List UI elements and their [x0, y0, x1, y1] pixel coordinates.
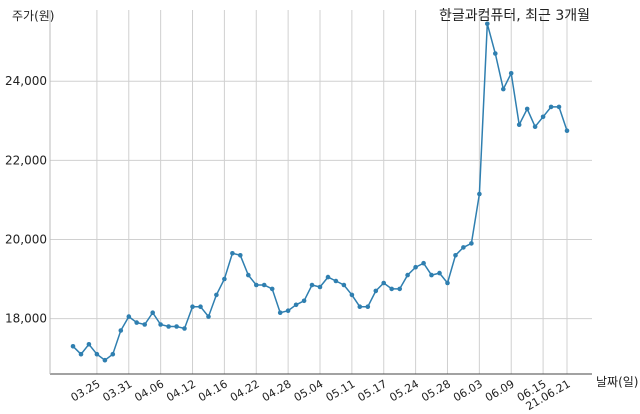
- data-point: [126, 314, 132, 319]
- data-point: [333, 278, 339, 284]
- data-point: [238, 253, 243, 258]
- x-tick-label: 05.28: [419, 377, 453, 404]
- data-point: [214, 292, 219, 298]
- x-tick-label: 06.03: [451, 377, 485, 404]
- data-point: [389, 286, 395, 292]
- data-point: [94, 351, 100, 357]
- data-point: [357, 304, 363, 310]
- x-tick-labels: 03.2503.3104.0604.1204.1604.2204.2805.04…: [69, 377, 573, 413]
- data-point: [445, 280, 450, 286]
- data-point: [485, 21, 490, 27]
- data-point: [477, 191, 482, 197]
- data-point: [429, 272, 434, 278]
- y-axis-label: 주가(원): [12, 9, 54, 23]
- data-point: [437, 270, 442, 276]
- vertical-gridlines: [96, 10, 568, 374]
- data-point: [142, 322, 147, 327]
- data-point: [118, 328, 124, 333]
- data-point: [301, 298, 307, 304]
- x-tick-label: 03.25: [69, 377, 103, 404]
- data-point: [341, 282, 347, 288]
- data-point: [373, 288, 379, 294]
- data-point: [222, 276, 227, 282]
- x-tick-label: 03.31: [100, 377, 134, 404]
- data-point: [150, 310, 155, 316]
- data-point: [174, 324, 179, 329]
- data-point: [469, 241, 474, 246]
- data-point: [110, 351, 116, 357]
- data-point: [381, 280, 387, 286]
- data-point: [397, 286, 403, 292]
- data-point: [540, 114, 546, 120]
- data-point: [134, 320, 139, 325]
- x-tick-label: 05.17: [355, 377, 389, 404]
- data-point: [246, 272, 251, 278]
- data-point: [413, 264, 418, 270]
- data-point: [102, 357, 108, 363]
- data-point: [198, 304, 203, 310]
- x-tick-label: 04.28: [260, 377, 294, 404]
- data-point: [182, 326, 187, 331]
- price-data-points: [70, 21, 570, 363]
- y-tick-label: 18,000: [5, 312, 47, 326]
- data-point: [269, 286, 275, 292]
- x-tick-label: 04.16: [196, 377, 230, 404]
- data-point: [86, 342, 92, 347]
- data-point: [365, 304, 371, 310]
- x-axis-label: 날짜(일): [596, 375, 638, 389]
- data-point: [293, 302, 299, 308]
- x-tick-label: 04.12: [164, 377, 198, 404]
- data-point: [493, 51, 498, 56]
- data-point: [285, 308, 291, 314]
- data-point: [516, 122, 522, 127]
- data-point: [556, 104, 562, 110]
- x-tick-label: 05.24: [387, 377, 421, 404]
- data-point: [190, 304, 195, 310]
- data-point: [524, 106, 530, 112]
- y-tick-label: 20,000: [5, 232, 47, 246]
- chart-title: 한글과컴퓨터, 최근 3개월: [439, 8, 590, 24]
- x-tick-label: 05.11: [324, 377, 358, 404]
- x-tick-label: 04.22: [228, 377, 262, 404]
- y-tick-labels: 18,000 20,000 22,000 24,000: [5, 74, 47, 325]
- data-point: [166, 324, 171, 329]
- data-point: [421, 260, 426, 266]
- data-point: [508, 71, 514, 76]
- x-tick-label: 04.06: [132, 377, 166, 404]
- data-point: [349, 292, 355, 298]
- data-point: [277, 310, 283, 316]
- data-point: [253, 282, 259, 288]
- data-point: [453, 253, 458, 258]
- data-point: [230, 251, 235, 256]
- data-point: [158, 322, 163, 327]
- data-point: [501, 86, 506, 92]
- x-tick-label: 06.09: [483, 377, 517, 404]
- x-tick-label: 05.04: [292, 377, 326, 404]
- data-point: [70, 344, 76, 349]
- data-point: [548, 104, 554, 110]
- horizontal-gridlines: [50, 80, 592, 320]
- data-point: [261, 282, 267, 288]
- data-point: [206, 314, 211, 319]
- data-point: [461, 245, 466, 250]
- data-point: [532, 124, 538, 129]
- y-tick-label: 24,000: [5, 74, 47, 88]
- data-point: [325, 274, 331, 280]
- data-point: [405, 272, 410, 278]
- data-point: [564, 128, 570, 133]
- y-tick-label: 22,000: [5, 153, 47, 167]
- data-point: [78, 351, 84, 357]
- data-point: [309, 282, 315, 288]
- data-point: [317, 284, 323, 290]
